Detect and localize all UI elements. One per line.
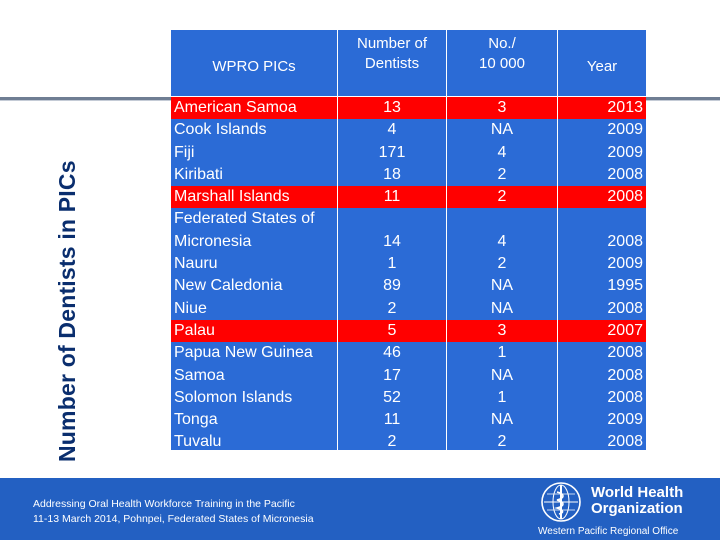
table-cell: Marshall Islands	[174, 188, 290, 206]
row-highlight	[171, 97, 337, 119]
table-cell: Niue	[174, 299, 207, 317]
table-cell: 4	[387, 121, 397, 139]
header-number-of-dentists: Number of Dentists	[338, 30, 447, 97]
table-cell: 2	[497, 255, 507, 273]
table-cell: 11	[383, 188, 401, 206]
table-cell: 2	[387, 433, 397, 451]
column-dentists: 13 4 171 18 11 14 1 89 2 5 46 17 52 11 2	[338, 97, 447, 450]
table-cell: 2	[497, 433, 507, 451]
row-highlight	[447, 320, 557, 342]
table-cell: NA	[490, 121, 514, 139]
footer-bar: Addressing Oral Health Workforce Trainin…	[0, 478, 720, 540]
table-cell: 2008	[607, 344, 643, 362]
table-cell: 89	[383, 277, 401, 295]
table-cell: 2008	[607, 165, 643, 183]
table-cell: 5	[387, 321, 397, 339]
footer-event-date: 11-13 March 2014, Pohnpei, Federated Sta…	[33, 513, 314, 525]
table-cell: 3	[497, 321, 507, 339]
header-per-10000: No./10 000	[447, 30, 558, 97]
who-logo-text: World Health Organization	[591, 484, 684, 517]
column-year: 2013 2009 2009 2008 2008 2008 2009 1995 …	[558, 97, 646, 450]
table-cell: 13	[383, 99, 401, 116]
table-cell: 2007	[607, 321, 643, 339]
table-cell: Micronesia	[174, 232, 252, 250]
table-cell: 2009	[607, 411, 643, 429]
table-cell: NA	[490, 277, 514, 295]
table-cell: 2009	[607, 121, 643, 139]
table-cell: Tuvalu	[174, 433, 222, 451]
row-highlight	[338, 97, 446, 119]
row-highlight	[558, 186, 646, 208]
table-cell: Palau	[174, 321, 215, 339]
table-cell: 11	[383, 411, 401, 429]
row-highlight	[171, 320, 337, 342]
column-per-10000: 3 NA 4 2 2 4 2 NA NA 3 1 NA 1 NA 2	[447, 97, 558, 450]
table-cell: NA	[490, 366, 514, 384]
dentists-values: 13 4 171 18 11 14 1 89 2 5 46 17 52 11 2	[338, 97, 446, 454]
table-cell: 1995	[607, 277, 643, 295]
table-cell: 2	[497, 165, 507, 183]
table-cell: NA	[490, 299, 514, 317]
table-cell: Solomon Islands	[174, 388, 293, 406]
table-cell: 4	[497, 143, 507, 161]
table-cell: 46	[383, 344, 401, 362]
slide-title: Number of Dentists in PICs	[54, 160, 80, 462]
table-cell: 2009	[607, 255, 643, 273]
table-header-row: WPRO PICs Number of Dentists No./10 000 Y…	[171, 30, 646, 97]
column-countries: American Samoa Cook Islands Fiji Kiribat…	[171, 97, 338, 450]
table-cell: Fiji	[174, 143, 195, 161]
per10000-values: 3 NA 4 2 2 4 2 NA NA 3 1 NA 1 NA 2	[447, 97, 557, 454]
row-highlight	[338, 320, 446, 342]
table-cell: 2	[387, 299, 397, 317]
table-cell: 18	[383, 165, 401, 183]
table-cell: 3	[497, 99, 507, 116]
dentists-table: WPRO PICs Number of Dentists No./10 000 Y…	[171, 30, 646, 450]
table-cell: 2008	[607, 433, 643, 451]
table-cell: 2008	[607, 299, 643, 317]
table-cell: 52	[383, 388, 401, 406]
year-values: 2013 2009 2009 2008 2008 2008 2009 1995 …	[558, 97, 646, 454]
table-cell: 2	[497, 188, 507, 206]
table-cell: 2008	[607, 188, 643, 206]
row-highlight	[338, 186, 446, 208]
who-region-label: Western Pacific Regional Office	[538, 526, 679, 537]
table-cell: American Samoa	[174, 99, 297, 116]
table-cell: Samoa	[174, 366, 225, 384]
table-cell: Nauru	[174, 255, 218, 273]
table-cell: 2008	[607, 388, 643, 406]
table-body: American Samoa Cook Islands Fiji Kiribat…	[171, 97, 646, 450]
who-emblem-icon	[541, 482, 581, 522]
table-cell: 2008	[607, 366, 643, 384]
table-cell: NA	[490, 411, 514, 429]
table-cell: Tonga	[174, 411, 218, 429]
table-cell: Kiribati	[174, 165, 223, 183]
table-cell: 1	[497, 388, 507, 406]
row-highlight	[447, 186, 557, 208]
table-cell: 14	[383, 232, 401, 250]
row-highlight	[558, 320, 646, 342]
header-wpro-pics: WPRO PICs	[171, 30, 338, 97]
table-cell: Federated States of	[174, 210, 315, 228]
table-cell: 1	[497, 344, 507, 362]
header-year: Year	[558, 30, 646, 97]
row-highlight	[171, 186, 337, 208]
table-cell: 2009	[607, 143, 643, 161]
table-cell: 171	[378, 143, 406, 161]
table-cell: Papua New Guinea	[174, 344, 313, 362]
row-highlight	[558, 97, 646, 119]
table-cell: 2008	[607, 232, 643, 250]
table-cell: 1	[387, 255, 397, 273]
row-highlight	[447, 97, 557, 119]
country-list: American Samoa Cook Islands Fiji Kiribat…	[171, 97, 337, 454]
table-cell: New Caledonia	[174, 277, 283, 295]
footer-event-title: Addressing Oral Health Workforce Trainin…	[33, 498, 295, 510]
table-cell: 2013	[607, 99, 643, 116]
table-cell: 17	[383, 366, 401, 384]
table-cell: 4	[497, 232, 507, 250]
table-cell: Cook Islands	[174, 121, 267, 139]
